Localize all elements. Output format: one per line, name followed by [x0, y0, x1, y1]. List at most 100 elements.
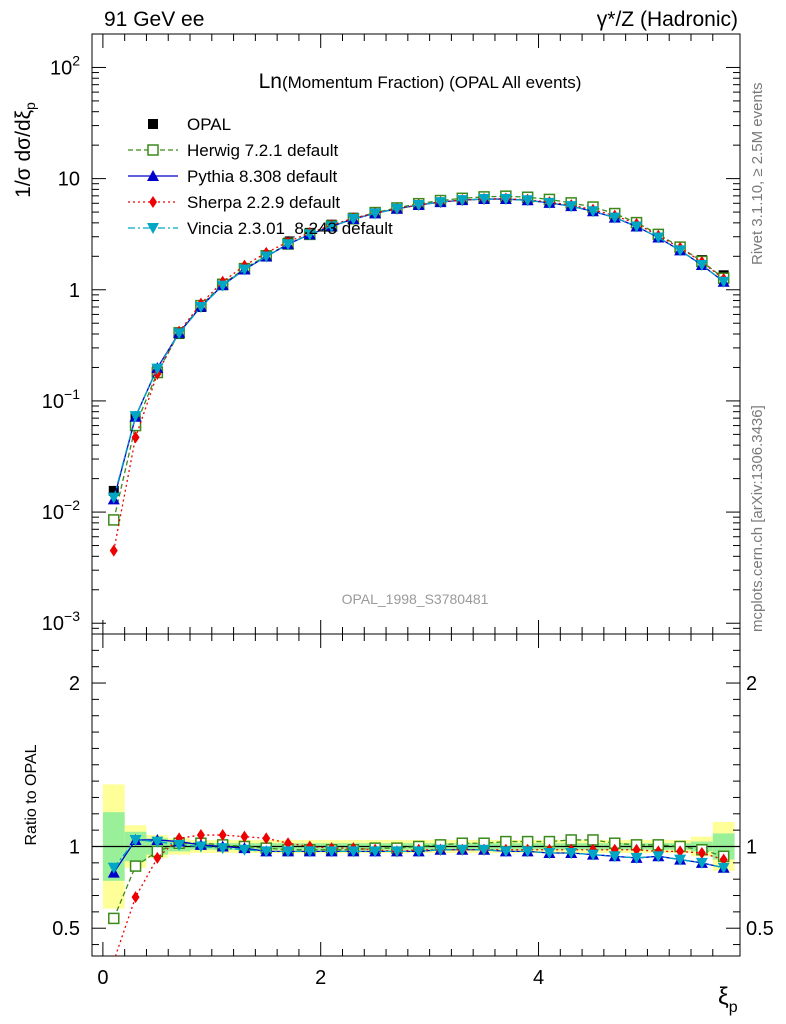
- point-vincia: [173, 328, 186, 340]
- legend-marker-pythia: [147, 170, 159, 181]
- ratio-point-vincia: [586, 849, 599, 861]
- x-axis-label: ξp: [718, 983, 738, 1016]
- ratio-point-sherpa: [196, 829, 205, 842]
- ratio-point-vincia: [434, 844, 447, 856]
- legend-marker-vincia: [147, 223, 159, 234]
- ratio-point-sherpa: [284, 837, 293, 850]
- ratio-series-group: [107, 829, 730, 956]
- header-left: 91 GeV ee: [104, 8, 205, 31]
- ratio-point-sherpa: [240, 830, 249, 843]
- point-vincia: [369, 208, 382, 220]
- legend-entry-data: OPAL: [148, 115, 231, 134]
- y-tick-label: 10−2: [42, 497, 80, 524]
- ratio-point-vincia: [674, 854, 687, 866]
- point-vincia: [129, 411, 142, 423]
- series-line-pythia: [113, 198, 725, 500]
- point-vincia: [303, 229, 316, 241]
- ratio-point-vincia: [565, 848, 578, 860]
- ratio-y-tick-label: 1: [69, 836, 80, 858]
- ratio-point-vincia: [390, 846, 403, 858]
- legend-label-pythia: Pythia 8.308 default: [187, 167, 338, 186]
- point-vincia: [652, 232, 665, 244]
- ratio-point-vincia: [521, 846, 534, 858]
- ratio-point-vincia: [238, 844, 251, 856]
- y-tick-label: 1: [69, 280, 80, 302]
- ratio-point-sherpa: [632, 843, 641, 856]
- ratio-y-tick-label-right: 1: [746, 836, 757, 858]
- point-vincia: [282, 239, 295, 251]
- point-vincia: [238, 264, 251, 276]
- legend-label-data: OPAL: [187, 115, 231, 134]
- legend-marker-data: [148, 119, 158, 129]
- ratio-point-vincia: [652, 851, 665, 863]
- point-vincia: [565, 201, 578, 213]
- ratio-point-sherpa: [218, 829, 227, 842]
- series-pythia: [107, 193, 730, 505]
- legend-marker-herwig: [147, 144, 159, 156]
- x-tick-label: 4: [533, 967, 544, 989]
- ratio-point-sherpa: [131, 891, 140, 904]
- ratio-point-herwig: [565, 834, 577, 846]
- ratio-point-sherpa: [676, 845, 685, 858]
- y-tick-label: 102: [50, 52, 80, 79]
- ratio-point-vincia: [478, 844, 491, 856]
- point-vincia: [630, 221, 643, 233]
- point-vincia: [260, 251, 273, 263]
- ratio-y-tick-label: 0.5: [52, 918, 80, 940]
- ratio-point-vincia: [369, 846, 382, 858]
- header-right: γ*/Z (Hadronic): [596, 8, 738, 31]
- point-vincia: [543, 197, 556, 209]
- ratio-y-tick-label: 2: [69, 673, 80, 695]
- y-tick-label: 10−1: [42, 386, 80, 413]
- ratio-point-vincia: [499, 846, 512, 858]
- point-vincia: [478, 194, 491, 206]
- ratio-point-herwig: [108, 912, 120, 925]
- ratio-point-sherpa: [262, 832, 271, 845]
- axis-ticks: [92, 33, 740, 956]
- y-axis-label: 1/σ dσ/dξp: [12, 102, 38, 198]
- legend-label-herwig: Herwig 7.2.1 default: [187, 141, 338, 160]
- ratio-point-sherpa: [153, 851, 162, 864]
- legend: OPAL Herwig 7.2.1 default Pythia 8.308 def…: [128, 115, 393, 238]
- ratio-point-vincia: [173, 839, 186, 851]
- point-vincia: [216, 280, 229, 292]
- ratio-point-vincia: [717, 862, 730, 874]
- ratio-point-vincia: [695, 857, 708, 869]
- series-vincia: [107, 194, 730, 504]
- point-vincia: [107, 492, 120, 504]
- point-vincia: [347, 214, 360, 226]
- legend-marker-sherpa: [149, 196, 157, 208]
- point-vincia: [412, 199, 425, 211]
- ratio-point-vincia: [608, 851, 621, 863]
- legend-label-sherpa: Sherpa 2.2.9 default: [187, 193, 340, 212]
- point-vincia: [390, 203, 403, 215]
- point-vincia: [586, 206, 599, 218]
- ratio-point-herwig: [129, 860, 142, 872]
- series-line-herwig: [113, 195, 725, 521]
- ratio-point-vincia: [303, 846, 316, 858]
- data-series: [107, 190, 730, 956]
- series-data: [108, 192, 729, 496]
- point-sherpa: [109, 544, 118, 557]
- point-vincia: [521, 195, 534, 207]
- legend-entry-herwig: Herwig 7.2.1 default: [128, 141, 338, 160]
- mcplots-label: mcplots.cern.ch [arXiv:1306.3436]: [749, 405, 766, 632]
- point-vincia: [434, 197, 447, 209]
- ratio-point-vincia: [630, 852, 643, 864]
- series-herwig: [108, 190, 730, 526]
- chart-text: 10−3 10−2 10−1 1 10 102 0.5 0.5 1 1 2 2 0 2 4 1/σ dσ/dξ…: [12, 52, 774, 1016]
- x-tick-label: 0: [97, 967, 108, 989]
- ratio-series-vincia: [107, 834, 730, 874]
- point-vincia: [499, 194, 512, 206]
- ratio-line-sherpa: [114, 834, 724, 956]
- ratio-point-vincia: [347, 846, 360, 858]
- ratio-plot-frame: [91, 633, 741, 957]
- chart-title: Ln(Momentum Fraction) (OPAL All events): [259, 70, 582, 93]
- legend-entry-sherpa: Sherpa 2.2.9 default: [128, 193, 340, 212]
- point-herwig: [108, 514, 120, 526]
- ratio-point-vincia: [129, 834, 142, 846]
- ratio-point-vincia: [151, 836, 164, 848]
- point-vincia: [608, 212, 621, 224]
